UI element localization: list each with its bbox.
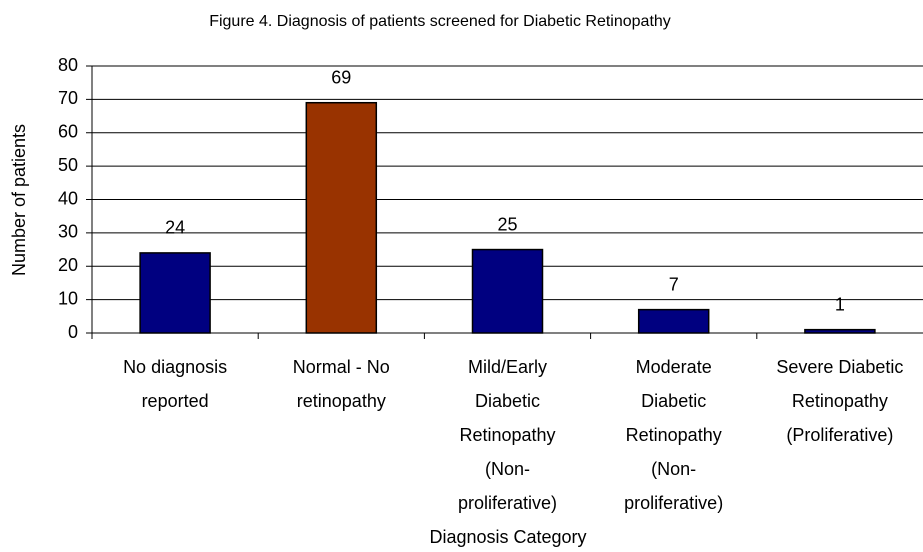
data-label: 1 (835, 294, 845, 314)
data-label: 7 (669, 274, 679, 294)
y-tick-label: 30 (58, 222, 78, 242)
y-tick-label: 0 (68, 322, 78, 342)
y-tick-label: 70 (58, 88, 78, 108)
y-tick-label: 80 (58, 55, 78, 75)
data-label: 25 (497, 214, 517, 234)
bar (637, 308, 710, 334)
data-label: 69 (331, 67, 351, 87)
bar (139, 252, 211, 334)
x-tick-label: Moderate Diabetic Retinopathy (Non-proli… (624, 357, 724, 513)
y-tick-label: 40 (58, 188, 78, 208)
bar (471, 248, 544, 334)
chart-title: Figure 4. Diagnosis of patients screened… (209, 13, 671, 30)
x-tick-label: Normal - No retinopathy (292, 357, 390, 411)
y-tick-label: 10 (58, 288, 78, 308)
x-tick-label: Mild/Early Diabetic Retinopathy (Non-pro… (457, 357, 558, 513)
x-axis-label: Diagnosis Category (429, 527, 586, 547)
y-tick-label: 20 (58, 255, 78, 275)
x-tick-label: Severe Diabetic Retinopathy (Proliferati… (776, 357, 904, 445)
bar (804, 328, 876, 334)
x-tick-label: No diagnosis reported (123, 357, 228, 411)
y-tick-label: 60 (58, 122, 78, 142)
y-tick-label: 50 (58, 155, 78, 175)
y-axis-label: Number of patients (9, 124, 29, 276)
bar (305, 101, 378, 334)
data-label: 24 (165, 218, 185, 238)
